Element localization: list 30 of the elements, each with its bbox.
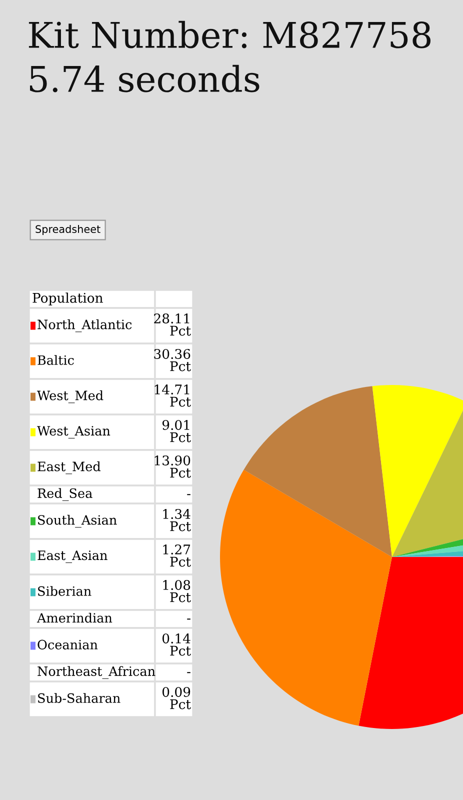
text: - <box>187 494 190 496</box>
text: - <box>187 618 190 620</box>
legend-label: West_Asian <box>37 426 110 438</box>
legend-label: South_Asian <box>38 514 117 528</box>
legend-label: West_Med <box>37 390 104 404</box>
data-label: 13.90 Pct <box>154 455 191 478</box>
chart-subtitle: 5.74 seconds <box>30 64 260 92</box>
data-label: 1.08 Pct <box>163 580 191 602</box>
category-label: Amerindian <box>36 612 112 623</box>
legend-label: Sub-Saharan <box>38 693 120 703</box>
text: Spreadsheet <box>36 224 100 236</box>
legend-label: East_Med <box>38 461 100 474</box>
legend-label: East_Asian <box>38 550 108 563</box>
data-label: 14.71 Pct <box>154 384 191 407</box>
text: - <box>187 672 190 674</box>
data-label: 0.14 Pct <box>162 633 191 656</box>
legend-label: Oceanian <box>38 640 98 650</box>
data-label: 9.01 Pct <box>162 420 191 442</box>
chart-title: Kit Number: M827758 <box>28 20 430 48</box>
category-label: Northeast_African <box>38 666 156 679</box>
data-label: 1.27 Pct <box>163 544 191 567</box>
legend-label: Baltic <box>38 355 74 365</box>
category-label: Red_Sea <box>38 488 92 501</box>
legend-label: Siberian <box>38 586 92 596</box>
data-label: 28.11 Pct <box>154 313 191 336</box>
legend-title: Population <box>32 292 103 306</box>
legend-label: North_Atlantic <box>38 319 132 332</box>
data-label: 30.36 Pct <box>154 348 191 372</box>
data-label: 1.34 Pct <box>163 508 191 532</box>
data-label: 0.09 Pct <box>162 686 191 710</box>
